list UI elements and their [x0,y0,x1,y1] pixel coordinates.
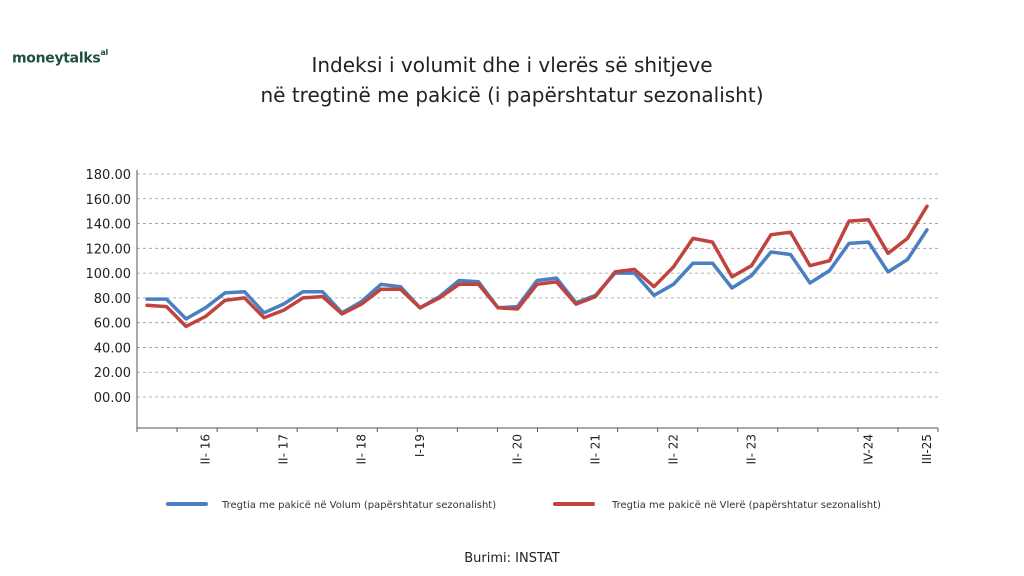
legend-label: Tregtia me pakicë në Volum (papërshtatur… [221,500,496,511]
y-tick-label: 60.00 [94,317,131,332]
y-tick-label: 40.00 [94,341,131,356]
y-tick-label: 160.00 [86,193,132,208]
legend-label: Tregtia me pakicë në Vlerë (papërshtatur… [611,500,881,511]
y-tick-labels: 00.00 20.00 40.00 60.00 80.00 100.00 120.00 140… [86,168,132,406]
x-tick-label: II- 18 [355,434,369,465]
x-tick-label: III-25 [920,434,934,464]
y-tick-label: 140.00 [86,218,132,233]
x-tick-label: II- 20 [511,434,525,465]
y-tick-label: 00.00 [94,391,131,406]
source-note: Burimi: INSTAT [464,551,560,566]
y-tick-label: 180.00 [86,168,132,183]
logo-suffix: al [100,48,108,57]
chart-subtitle: në tregtinë me pakicë (i papërshtatur se… [260,83,764,107]
x-tick-label: IV-24 [862,434,876,465]
x-tick-label: II- 16 [199,434,213,465]
x-tick-label: II- 23 [745,434,759,465]
y-tick-label: 120.00 [86,242,132,257]
x-tick-label: II- 21 [589,434,603,465]
legend: Tregtia me pakicë në Volum (papërshtatur… [166,500,881,511]
logo-text: moneytalks [12,50,101,67]
y-tick-label: 80.00 [94,292,131,307]
x-tick-label: II- 17 [277,434,291,465]
x-tick-labels: II- 16 II- 17 II- 18 I-19 II- 20 II- 21 II- 22… [199,434,935,465]
series-lines [145,204,929,329]
grid-lines [137,173,938,398]
chart-title: Indeksi i volumit dhe i vlerës së shitje… [311,53,713,77]
x-tick-label: I-19 [413,434,427,457]
chart-title-block: Indeksi i volumit dhe i vlerës së shitje… [0,50,1024,110]
y-tick-label: 20.00 [94,366,131,381]
series-line-value [145,204,929,329]
x-tick-label: II- 22 [667,434,681,465]
y-tick-label: 100.00 [86,267,132,282]
series-line-volume [145,228,929,321]
axes [136,170,939,432]
brand-logo: moneytalksal [12,48,108,67]
